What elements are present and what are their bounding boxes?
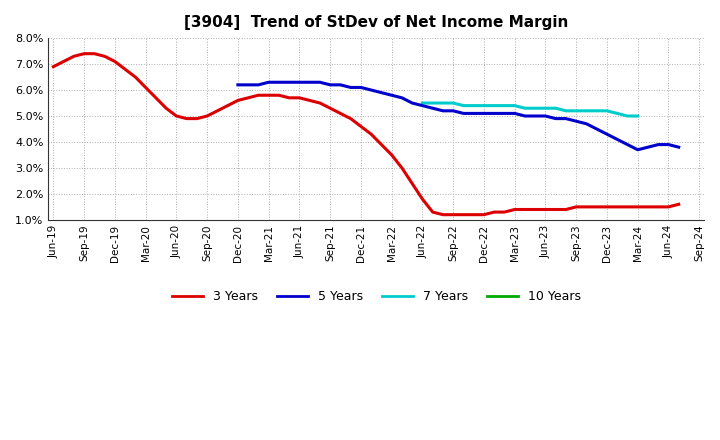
Title: [3904]  Trend of StDev of Net Income Margin: [3904] Trend of StDev of Net Income Marg… (184, 15, 569, 30)
Legend: 3 Years, 5 Years, 7 Years, 10 Years: 3 Years, 5 Years, 7 Years, 10 Years (166, 285, 586, 308)
